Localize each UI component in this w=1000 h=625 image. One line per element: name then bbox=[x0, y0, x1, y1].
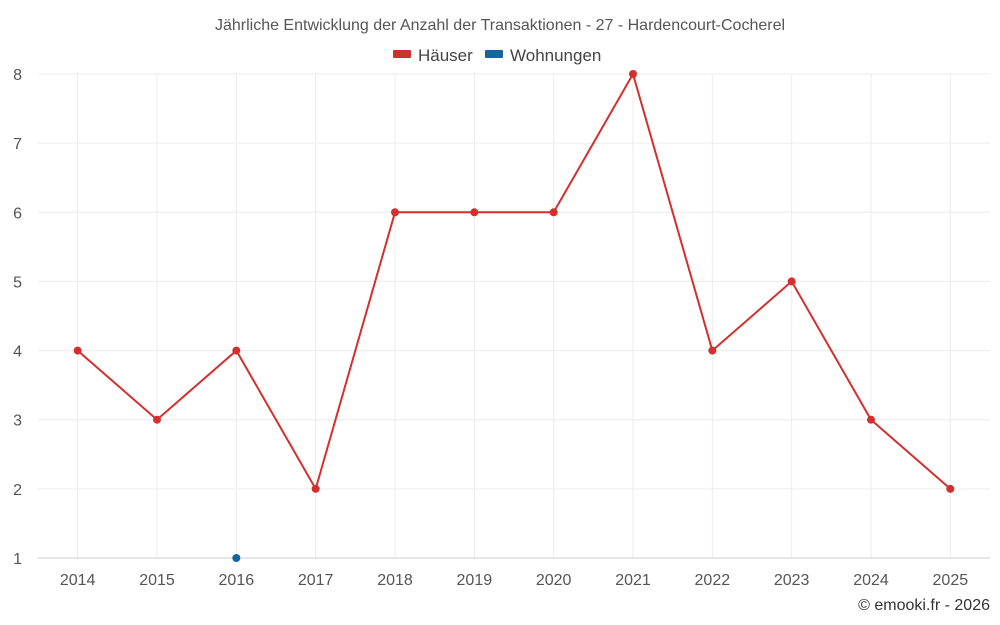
legend[interactable]: Häuser Wohnungen bbox=[393, 46, 601, 65]
series-layer bbox=[73, 70, 955, 562]
x-tick-label-2018: 2018 bbox=[377, 572, 413, 589]
data-point-wohnungen-2016[interactable] bbox=[232, 554, 241, 562]
y-tick-label-2: 2 bbox=[13, 482, 22, 499]
legend-item-haeuser[interactable]: Häuser bbox=[393, 46, 473, 65]
legend-label-haeuser: Häuser bbox=[418, 46, 473, 65]
credit-text: © emooki.fr - 2026 bbox=[858, 597, 990, 614]
data-point-haeuser-2015[interactable] bbox=[153, 415, 161, 424]
x-tick-label-2014: 2014 bbox=[60, 572, 96, 589]
x-tick-label-2021: 2021 bbox=[615, 572, 651, 589]
x-tick-label-2024: 2024 bbox=[853, 572, 889, 589]
series-haeuser bbox=[73, 70, 955, 493]
y-gridlines bbox=[38, 73, 990, 490]
data-point-haeuser-2024[interactable] bbox=[867, 415, 875, 424]
data-point-haeuser-2019[interactable] bbox=[470, 208, 479, 217]
data-point-haeuser-2025[interactable] bbox=[946, 484, 955, 493]
x-tick-label-2022: 2022 bbox=[695, 572, 731, 589]
x-tick-label-2019: 2019 bbox=[457, 572, 493, 589]
y-tick-label-6: 6 bbox=[13, 205, 22, 222]
chart-title: Jährliche Entwicklung der Anzahl der Tra… bbox=[215, 17, 785, 34]
y-tick-label-1: 1 bbox=[13, 551, 22, 568]
legend-item-wohnungen[interactable]: Wohnungen bbox=[485, 46, 601, 65]
data-point-haeuser-2022[interactable] bbox=[708, 346, 717, 355]
x-axis-tick-labels: 2014 2015 2016 2017 2018 2019 2020 2021 2022 2023… bbox=[60, 572, 968, 589]
legend-swatch-haeuser bbox=[393, 50, 411, 58]
series-wohnungen bbox=[232, 554, 241, 562]
x-tick-label-2015: 2015 bbox=[139, 572, 175, 589]
data-point-haeuser-2017[interactable] bbox=[311, 484, 320, 493]
x-gridlines bbox=[77, 74, 951, 558]
x-tick-label-2017: 2017 bbox=[298, 572, 334, 589]
x-tick-label-2023: 2023 bbox=[774, 572, 810, 589]
data-point-haeuser-2020[interactable] bbox=[549, 208, 558, 217]
data-point-haeuser-2014[interactable] bbox=[73, 346, 82, 355]
y-tick-label-3: 3 bbox=[13, 413, 22, 430]
y-axis-tick-labels: 1 2 3 4 5 6 7 8 bbox=[13, 67, 22, 568]
legend-label-wohnungen: Wohnungen bbox=[510, 46, 601, 65]
data-point-haeuser-2018[interactable] bbox=[391, 208, 399, 217]
data-point-haeuser-2016[interactable] bbox=[232, 346, 241, 355]
x-tick-label-2016: 2016 bbox=[219, 572, 255, 589]
series-line-haeuser bbox=[77, 71, 951, 492]
legend-swatch-wohnungen bbox=[485, 50, 503, 58]
data-point-haeuser-2023[interactable] bbox=[787, 277, 796, 286]
y-tick-label-8: 8 bbox=[13, 67, 22, 84]
y-tick-label-4: 4 bbox=[13, 344, 22, 361]
data-point-haeuser-2021[interactable] bbox=[629, 70, 637, 78]
x-tick-label-2025: 2025 bbox=[933, 572, 969, 589]
y-tick-label-5: 5 bbox=[13, 274, 22, 291]
x-tick-label-2020: 2020 bbox=[536, 572, 572, 589]
y-tick-label-7: 7 bbox=[13, 136, 22, 153]
